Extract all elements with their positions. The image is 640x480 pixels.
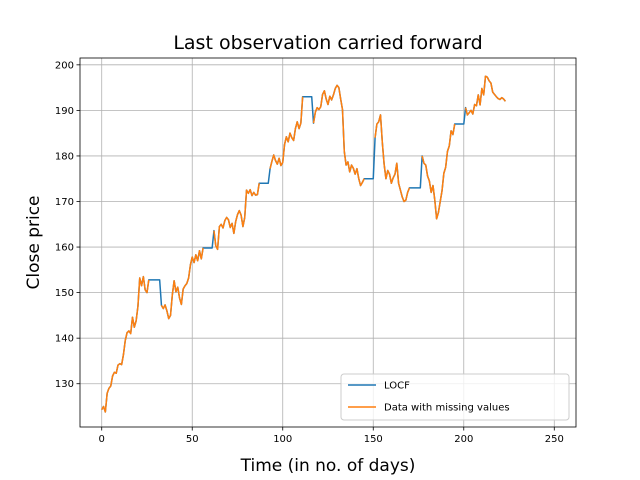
y-tick-label: 180: [55, 151, 74, 162]
series-line-missing-values: [101, 75, 506, 413]
y-tick-label: 150: [55, 288, 74, 299]
y-tick-label: 140: [55, 334, 74, 345]
legend-label-missing: Data with missing values: [384, 403, 510, 414]
y-tick-label: 190: [55, 106, 74, 117]
legend: LOCF Data with missing values: [340, 373, 570, 421]
y-axis: 130 140 150 160 170 180 190 200: [55, 60, 80, 390]
y-tick-label: 160: [55, 243, 74, 254]
chart-title: Last observation carried forward: [173, 32, 482, 54]
x-tick-label: 100: [273, 434, 292, 445]
x-axis-label: Time (in no. of days): [240, 456, 416, 476]
x-axis: 0 50 100 150 200 250: [99, 427, 564, 445]
y-tick-label: 170: [55, 197, 74, 208]
series-line-locf: [101, 75, 506, 413]
y-tick-label: 130: [55, 379, 74, 390]
x-tick-label: 150: [364, 434, 383, 445]
y-axis-label: Close price: [24, 195, 44, 289]
grid: [80, 58, 576, 427]
series-layer: [101, 75, 506, 413]
legend-box: [340, 373, 570, 421]
x-tick-label: 50: [186, 434, 199, 445]
x-tick-label: 250: [545, 434, 564, 445]
plot-area-frame: [79, 57, 577, 428]
x-tick-label: 0: [99, 434, 105, 445]
legend-label-locf: LOCF: [384, 381, 410, 392]
y-tick-label: 200: [55, 60, 74, 71]
x-tick-label: 200: [454, 434, 473, 445]
